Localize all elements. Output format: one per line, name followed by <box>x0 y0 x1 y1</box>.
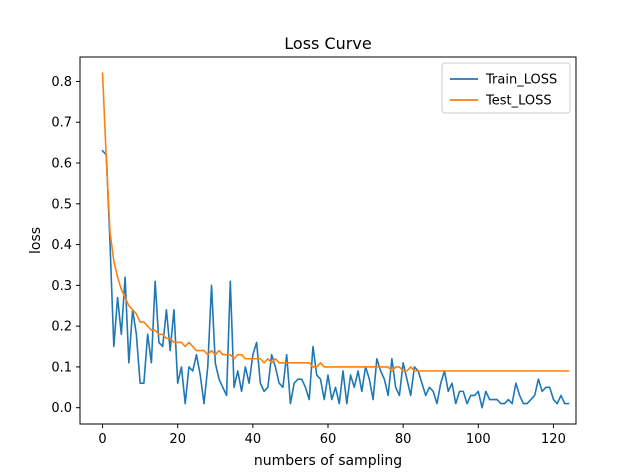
x-tick-label: 80 <box>395 432 412 447</box>
x-tick-label: 40 <box>245 432 262 447</box>
y-axis-label: loss <box>28 227 44 254</box>
y-tick-label: 0.2 <box>51 320 72 335</box>
x-tick-label: 0 <box>98 432 106 447</box>
series-layer <box>101 72 570 409</box>
y-tick-label: 0.1 <box>51 360 72 375</box>
x-tick-label: 120 <box>541 432 566 447</box>
series-line-test-loss <box>101 72 570 372</box>
x-tick-label: 100 <box>466 432 491 447</box>
y-tick-label: 0.3 <box>51 279 72 294</box>
y-tick-label: 0.6 <box>51 157 72 172</box>
axes: 0 20 40 60 80 100 120 0.0 0.1 0.2 0.3 0.4 0.5 0.6 0.7 0… <box>51 56 577 447</box>
y-tick-label: 0.5 <box>51 197 72 212</box>
chart-title: Loss Curve <box>284 34 371 53</box>
y-tick-label: 0.7 <box>51 116 72 131</box>
y-tick-label: 0.8 <box>51 75 72 90</box>
series-line-train-loss <box>101 149 570 409</box>
y-tick-label: 0.0 <box>51 401 72 416</box>
legend: Train_LOSS Test_LOSS <box>441 62 571 114</box>
y-tick-label: 0.4 <box>51 238 72 253</box>
legend-label-train-loss: Train_LOSS <box>485 73 557 88</box>
legend-label-test-loss: Test_LOSS <box>485 94 552 109</box>
x-tick-label: 20 <box>169 432 186 447</box>
x-tick-label: 60 <box>320 432 337 447</box>
x-axis-label: numbers of sampling <box>254 453 402 469</box>
